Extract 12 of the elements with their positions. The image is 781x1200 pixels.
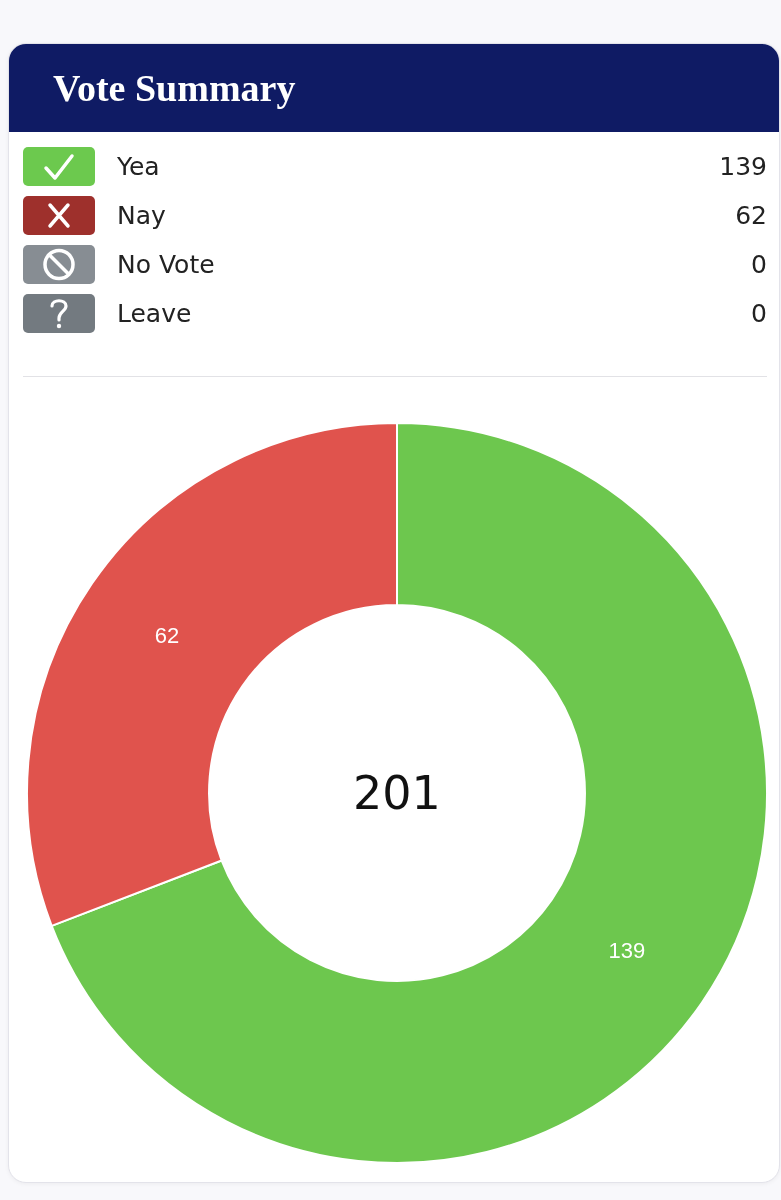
category-label: Leave — [117, 299, 193, 328]
text: 201 — [353, 766, 441, 820]
category-label: Nay — [117, 201, 167, 230]
data-label: 139 — [719, 152, 767, 181]
data-label: 62 — [154, 622, 180, 648]
data-label: 139 — [608, 938, 646, 964]
data-label: 0 — [751, 299, 767, 328]
category-label: Yea — [117, 152, 161, 181]
category-label: No Vote — [117, 250, 216, 279]
data-label: 62 — [735, 201, 767, 230]
data-label: 0 — [751, 250, 767, 279]
text: Vote Summary — [53, 67, 296, 109]
